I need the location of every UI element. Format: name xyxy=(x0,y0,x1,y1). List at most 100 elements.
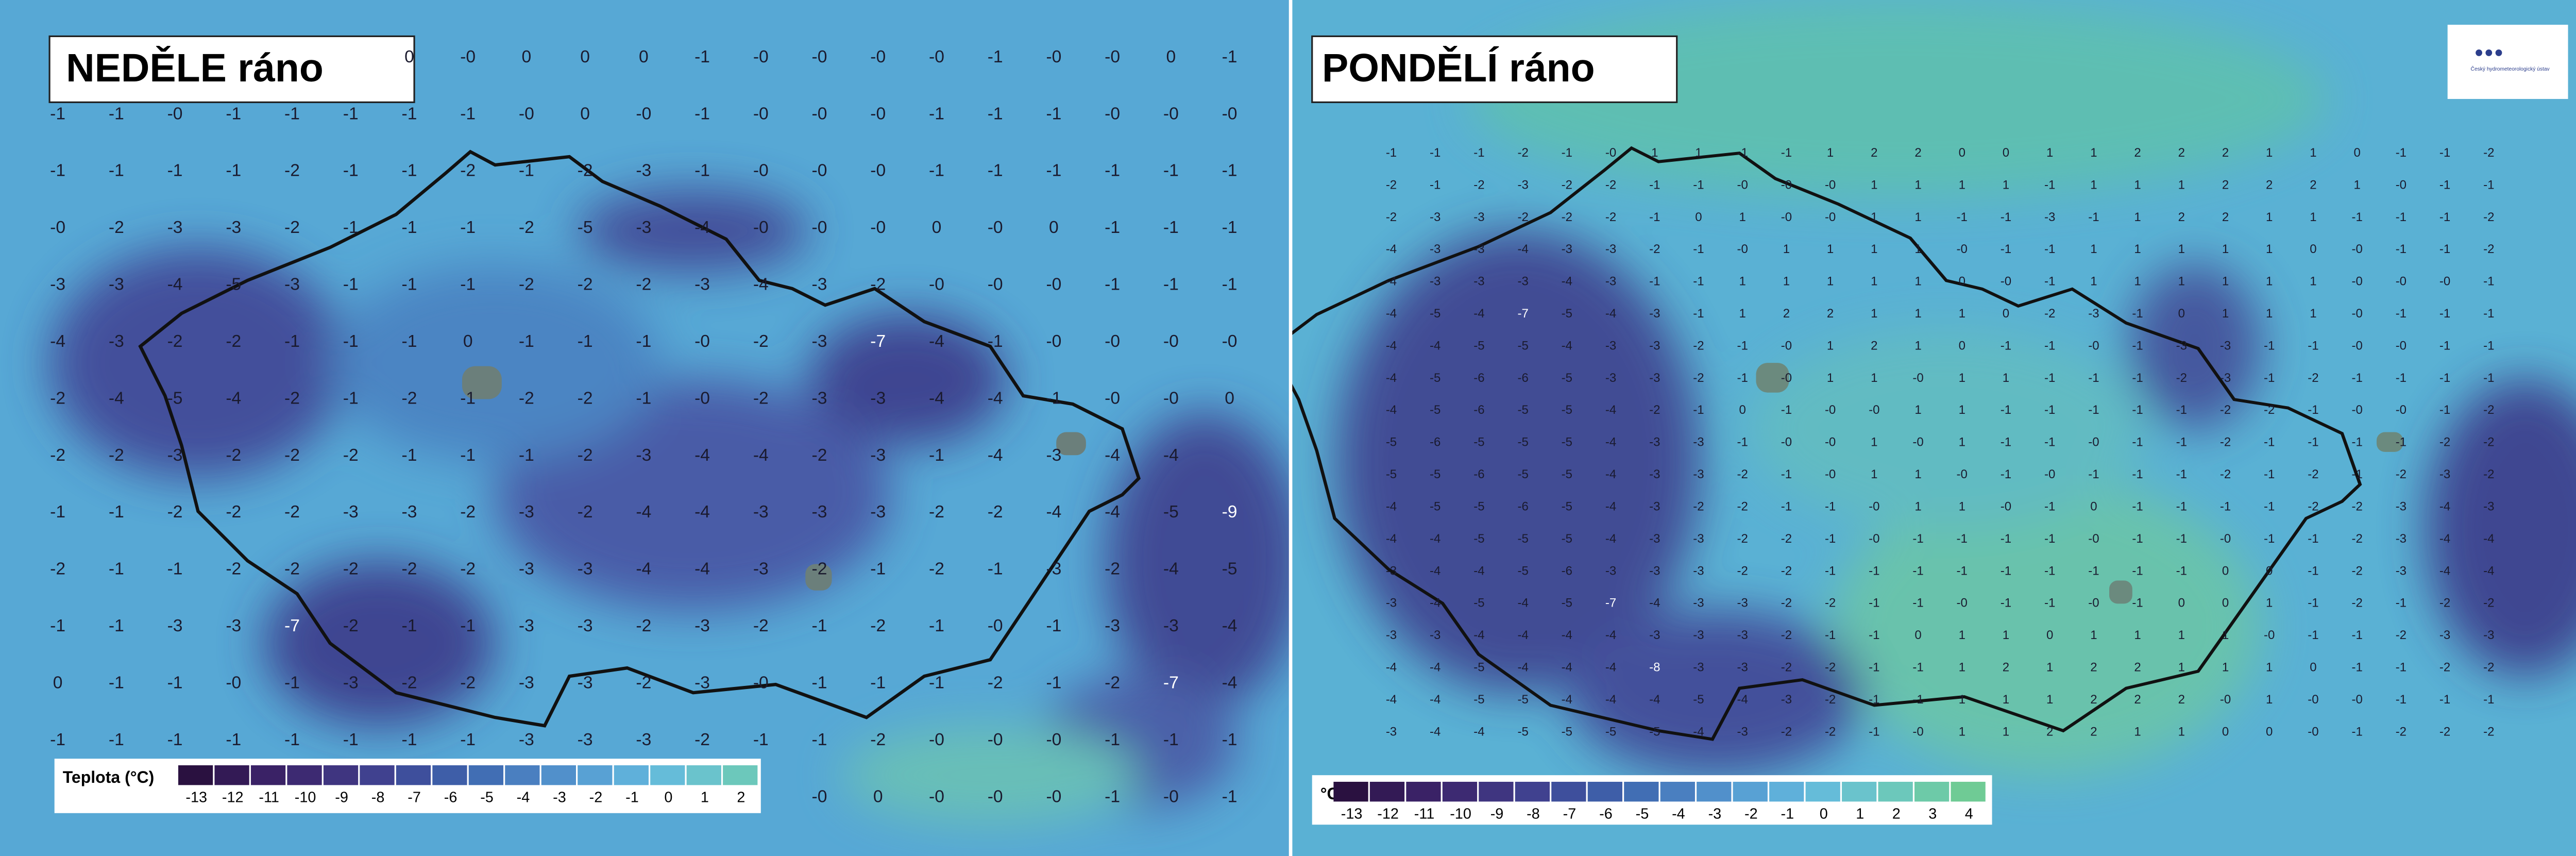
grid-value: -5 xyxy=(578,218,593,237)
grid-value: -6 xyxy=(1473,403,1484,417)
grid-value: -0 xyxy=(1046,275,1061,294)
grid-value: 2 xyxy=(2266,178,2273,192)
grid-value: -4 xyxy=(988,446,1003,465)
grid-value: -4 xyxy=(1430,339,1440,353)
grid-value: -2 xyxy=(1825,725,1836,738)
grid-value: -0 xyxy=(2351,242,2362,256)
grid-value: 1 xyxy=(1695,146,1702,160)
grid-value: -1 xyxy=(578,332,593,351)
grid-value: -4 xyxy=(1222,673,1238,692)
grid-value: -1 xyxy=(50,730,65,749)
grid-value: -3 xyxy=(636,446,651,465)
grid-value: -2 xyxy=(343,560,359,579)
grid-value: -2 xyxy=(1693,339,1704,353)
grid-value: -3 xyxy=(2396,564,2406,578)
grid-value: -3 xyxy=(1649,467,1660,481)
legend-tick: -6 xyxy=(1599,806,1613,823)
grid-value: -2 xyxy=(812,446,827,465)
grid-value: -2 xyxy=(2483,146,2494,160)
legend-tick: 0 xyxy=(664,790,672,806)
grid-value: -1 xyxy=(1046,161,1061,180)
grid-value: -1 xyxy=(2044,403,2055,417)
grid-value: -3 xyxy=(694,616,710,635)
grid-value: 0 xyxy=(2266,564,2273,578)
grid-value: -0 xyxy=(812,47,827,66)
grid-value: -1 xyxy=(2439,371,2450,385)
grid-value: -1 xyxy=(1105,787,1120,806)
legend-swatch xyxy=(323,765,359,785)
grid-value: 1 xyxy=(2266,596,2273,610)
grid-value: -2 xyxy=(284,446,300,465)
grid-value: 1 xyxy=(2134,628,2141,642)
grid-value: -1 xyxy=(694,104,710,123)
grid-value: -1 xyxy=(2396,371,2406,385)
grid-value: -7 xyxy=(1163,673,1179,692)
grid-value: -3 xyxy=(519,502,534,522)
grid-value: -1 xyxy=(1737,339,1748,353)
grid-value: 1 xyxy=(2266,210,2273,224)
grid-value: 0 xyxy=(1225,389,1234,408)
grid-value: -1 xyxy=(1163,730,1179,749)
legend-swatch xyxy=(578,765,613,785)
grid-value: -1 xyxy=(1430,178,1440,192)
grid-value: -3 xyxy=(753,560,769,579)
grid-value: -9 xyxy=(1222,502,1238,522)
grid-value: 0 xyxy=(1695,210,1702,224)
grid-value: -4 xyxy=(1693,725,1704,738)
grid-value: -1 xyxy=(2132,499,2143,513)
grid-value: -4 xyxy=(1517,661,1528,675)
grid-value: -4 xyxy=(1105,446,1120,465)
grid-value: -3 xyxy=(2044,210,2055,224)
grid-value: -0 xyxy=(167,104,183,123)
grid-value: -1 xyxy=(2176,435,2187,449)
grid-value: -3 xyxy=(636,218,651,237)
grid-value: 1 xyxy=(2266,307,2273,321)
grid-value: -2 xyxy=(1781,596,1792,610)
grid-value: -3 xyxy=(1649,499,1660,513)
grid-value: -1 xyxy=(167,560,183,579)
grid-value: -1 xyxy=(460,275,476,294)
grid-value: -1 xyxy=(2044,596,2055,610)
grid-value: -4 xyxy=(694,560,710,579)
grid-value: -0 xyxy=(1605,146,1616,160)
grid-value: -5 xyxy=(1562,371,1572,385)
grid-value: -4 xyxy=(109,389,124,408)
grid-value: -3 xyxy=(2483,499,2494,513)
grid-value: -0 xyxy=(1869,403,1879,417)
grid-value: -1 xyxy=(2483,371,2494,385)
grid-value: -2 xyxy=(812,560,827,579)
grid-value: -2 xyxy=(2396,725,2406,738)
grid-value: -0 xyxy=(929,787,944,806)
grid-value: -1 xyxy=(812,616,827,635)
grid-value: 1 xyxy=(1914,242,1921,256)
grid-value: -0 xyxy=(812,218,827,237)
legend-label: Teplota (°C) xyxy=(63,768,155,786)
grid-value: 1 xyxy=(1827,242,1834,256)
grid-value: -1 xyxy=(284,104,300,123)
grid-value: -3 xyxy=(870,389,886,408)
grid-value: 1 xyxy=(2090,275,2097,289)
grid-value: -0 xyxy=(2001,275,2011,289)
grid-value: -2 xyxy=(2439,661,2450,675)
grid-value: -5 xyxy=(1562,435,1572,449)
legend-swatch xyxy=(1515,781,1550,802)
grid-value: 0 xyxy=(2178,307,2185,321)
legend-swatch xyxy=(541,765,577,785)
grid-value: -2 xyxy=(1386,178,1397,192)
legend-tick: 2 xyxy=(1892,806,1901,823)
grid-value: -1 xyxy=(2351,725,2362,738)
grid-value: -2 xyxy=(1737,467,1748,481)
grid-value: 0 xyxy=(2222,564,2229,578)
grid-value: -0 xyxy=(988,275,1003,294)
grid-value: -1 xyxy=(1105,161,1120,180)
grid-value: 1 xyxy=(2003,371,2009,385)
grid-value: -3 xyxy=(1163,616,1179,635)
grid-value: -0 xyxy=(1957,242,1968,256)
grid-value: -1 xyxy=(1737,371,1748,385)
grid-value: 1 xyxy=(2134,242,2141,256)
grid-value: -1 xyxy=(167,673,183,692)
grid-value: -1 xyxy=(870,673,886,692)
grid-value: -2 xyxy=(109,446,124,465)
grid-value: -2 xyxy=(870,730,886,749)
grid-value: -2 xyxy=(343,446,359,465)
